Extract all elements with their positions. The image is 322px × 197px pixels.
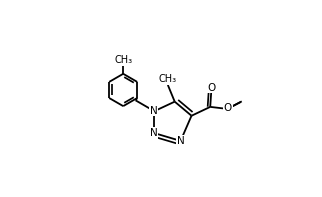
Text: N: N (177, 136, 185, 146)
Text: O: O (207, 83, 215, 93)
Text: N: N (150, 106, 157, 116)
Text: CH₃: CH₃ (114, 55, 132, 65)
Text: O: O (224, 103, 232, 113)
Text: N: N (150, 128, 157, 138)
Text: CH₃: CH₃ (159, 74, 177, 84)
